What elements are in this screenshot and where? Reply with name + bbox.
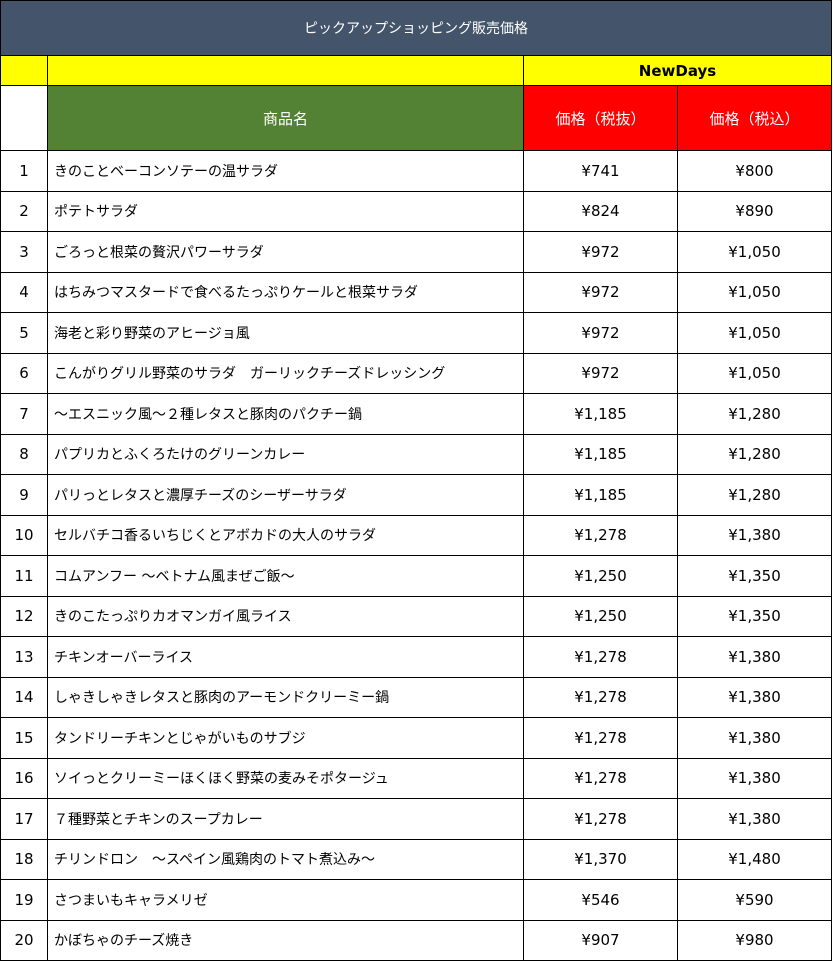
price-excl-tax: ¥741 bbox=[524, 151, 677, 191]
row-number: 7 bbox=[1, 394, 47, 434]
price-incl-tax: ¥1,380 bbox=[678, 799, 831, 839]
blank-cell bbox=[48, 56, 523, 85]
product-name: チリンドロン ～スペイン風鶏肉のトマト煮込み～ bbox=[48, 839, 523, 879]
column-header: 価格（税込） bbox=[678, 86, 831, 150]
column-header: 商品名 bbox=[48, 86, 523, 150]
blank-cell bbox=[1, 86, 47, 150]
row-number: 12 bbox=[1, 596, 47, 636]
price-excl-tax: ¥1,278 bbox=[524, 677, 677, 717]
price-incl-tax: ¥1,050 bbox=[678, 313, 831, 353]
product-name: さつまいもキャラメリゼ bbox=[48, 880, 523, 920]
row-number: 4 bbox=[1, 272, 47, 312]
row-number: 8 bbox=[1, 434, 47, 474]
price-excl-tax: ¥907 bbox=[524, 920, 677, 960]
price-excl-tax: ¥1,278 bbox=[524, 718, 677, 758]
price-excl-tax: ¥972 bbox=[524, 272, 677, 312]
blank-cell bbox=[1, 56, 47, 85]
price-incl-tax: ¥1,280 bbox=[678, 394, 831, 434]
product-name: チキンオーバーライス bbox=[48, 637, 523, 677]
product-name: きのことベーコンソテーの温サラダ bbox=[48, 151, 523, 191]
row-number: 10 bbox=[1, 515, 47, 555]
product-name: ７種野菜とチキンのスープカレー bbox=[48, 799, 523, 839]
row-number: 15 bbox=[1, 718, 47, 758]
price-incl-tax: ¥1,480 bbox=[678, 839, 831, 879]
row-number: 17 bbox=[1, 799, 47, 839]
column-header: 価格（税抜） bbox=[524, 86, 677, 150]
product-name: かぼちゃのチーズ焼き bbox=[48, 920, 523, 960]
row-number: 18 bbox=[1, 839, 47, 879]
product-name: ソイっとクリーミーほくほく野菜の麦みそポタージュ bbox=[48, 758, 523, 798]
table-title: ピックアップショッピング販売価格 bbox=[1, 1, 831, 55]
row-number: 9 bbox=[1, 475, 47, 515]
product-name: 海老と彩り野菜のアヒージョ風 bbox=[48, 313, 523, 353]
price-incl-tax: ¥1,380 bbox=[678, 758, 831, 798]
product-name: パプリカとふくろたけのグリーンカレー bbox=[48, 434, 523, 474]
product-name: コムアンフー ～ベトナム風まぜご飯～ bbox=[48, 556, 523, 596]
price-incl-tax: ¥590 bbox=[678, 880, 831, 920]
price-excl-tax: ¥1,250 bbox=[524, 556, 677, 596]
row-number: 16 bbox=[1, 758, 47, 798]
product-name: ごろっと根菜の贅沢パワーサラダ bbox=[48, 232, 523, 272]
row-number: 1 bbox=[1, 151, 47, 191]
price-excl-tax: ¥972 bbox=[524, 353, 677, 393]
product-name: きのこたっぷりカオマンガイ風ライス bbox=[48, 596, 523, 636]
price-incl-tax: ¥890 bbox=[678, 191, 831, 231]
price-incl-tax: ¥1,050 bbox=[678, 232, 831, 272]
price-excl-tax: ¥1,370 bbox=[524, 839, 677, 879]
price-excl-tax: ¥972 bbox=[524, 313, 677, 353]
price-incl-tax: ¥980 bbox=[678, 920, 831, 960]
row-number: 20 bbox=[1, 920, 47, 960]
product-name: タンドリーチキンとじゃがいものサブジ bbox=[48, 718, 523, 758]
price-incl-tax: ¥800 bbox=[678, 151, 831, 191]
price-incl-tax: ¥1,350 bbox=[678, 556, 831, 596]
price-incl-tax: ¥1,380 bbox=[678, 515, 831, 555]
row-number: 2 bbox=[1, 191, 47, 231]
row-number: 11 bbox=[1, 556, 47, 596]
price-excl-tax: ¥1,278 bbox=[524, 799, 677, 839]
product-name: はちみつマスタードで食べるたっぷりケールと根菜サラダ bbox=[48, 272, 523, 312]
group-header: NewDays bbox=[524, 56, 831, 85]
product-name: セルバチコ香るいちじくとアボカドの大人のサラダ bbox=[48, 515, 523, 555]
price-excl-tax: ¥1,250 bbox=[524, 596, 677, 636]
price-excl-tax: ¥1,278 bbox=[524, 515, 677, 555]
price-incl-tax: ¥1,050 bbox=[678, 272, 831, 312]
row-number: 3 bbox=[1, 232, 47, 272]
price-excl-tax: ¥1,185 bbox=[524, 434, 677, 474]
product-name: こんがりグリル野菜のサラダ ガーリックチーズドレッシング bbox=[48, 353, 523, 393]
price-incl-tax: ¥1,380 bbox=[678, 718, 831, 758]
price-excl-tax: ¥546 bbox=[524, 880, 677, 920]
price-incl-tax: ¥1,380 bbox=[678, 677, 831, 717]
price-incl-tax: ¥1,350 bbox=[678, 596, 831, 636]
product-name: ～エスニック風～２種レタスと豚肉のパクチー鍋 bbox=[48, 394, 523, 434]
price-excl-tax: ¥1,185 bbox=[524, 394, 677, 434]
price-excl-tax: ¥1,185 bbox=[524, 475, 677, 515]
price-incl-tax: ¥1,280 bbox=[678, 434, 831, 474]
price-incl-tax: ¥1,050 bbox=[678, 353, 831, 393]
row-number: 6 bbox=[1, 353, 47, 393]
row-number: 13 bbox=[1, 637, 47, 677]
price-excl-tax: ¥1,278 bbox=[524, 637, 677, 677]
price-incl-tax: ¥1,280 bbox=[678, 475, 831, 515]
price-excl-tax: ¥824 bbox=[524, 191, 677, 231]
product-name: パリっとレタスと濃厚チーズのシーザーサラダ bbox=[48, 475, 523, 515]
price-excl-tax: ¥972 bbox=[524, 232, 677, 272]
product-name: しゃきしゃきレタスと豚肉のアーモンドクリーミー鍋 bbox=[48, 677, 523, 717]
price-incl-tax: ¥1,380 bbox=[678, 637, 831, 677]
product-name: ポテトサラダ bbox=[48, 191, 523, 231]
row-number: 5 bbox=[1, 313, 47, 353]
price-excl-tax: ¥1,278 bbox=[524, 758, 677, 798]
row-number: 14 bbox=[1, 677, 47, 717]
row-number: 19 bbox=[1, 880, 47, 920]
